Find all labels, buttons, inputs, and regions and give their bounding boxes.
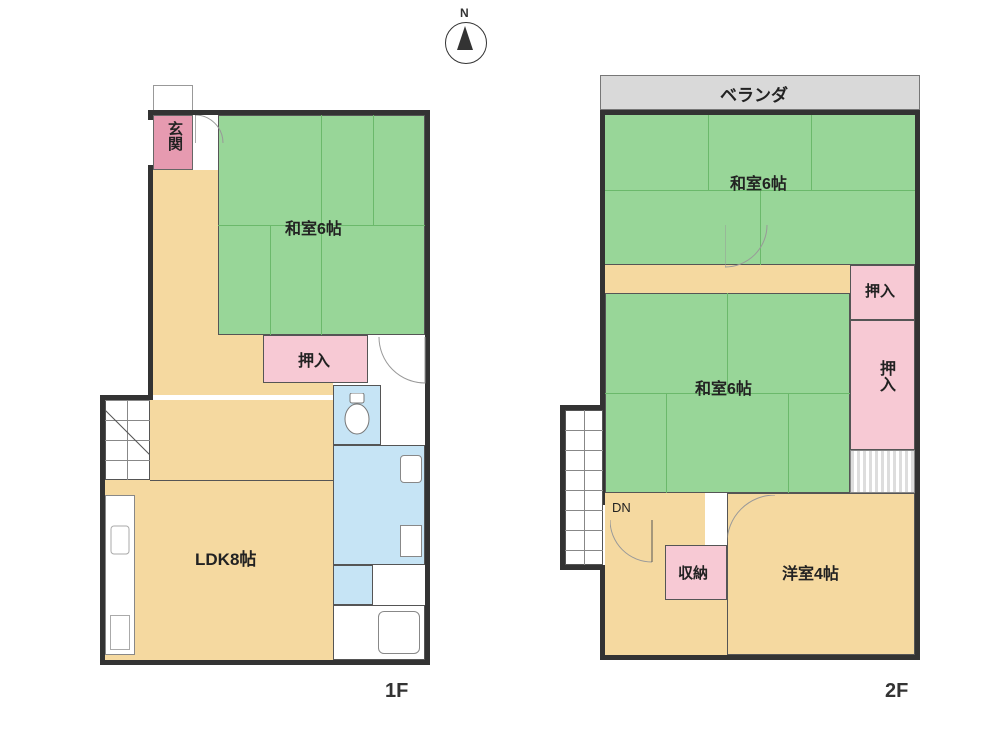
door-arc	[195, 115, 225, 145]
label-oshiire-2f-2: 押入	[873, 360, 897, 392]
label-ldk: LDK8帖	[195, 545, 256, 570]
entrance-porch	[153, 85, 193, 110]
vent-area	[850, 450, 915, 493]
sink-kitchen-icon	[110, 525, 130, 555]
label-storage: 収納	[678, 562, 708, 583]
washer-icon	[400, 525, 422, 557]
floor-1: 玄関 和室6帖 押入 UP LDK8帖	[100, 85, 430, 665]
label-oshiire-1f: 押入	[298, 347, 330, 371]
door-arc-3	[727, 495, 777, 545]
sink-icon	[400, 455, 422, 483]
hall-to-bath	[333, 565, 373, 605]
compass: N	[440, 10, 490, 60]
door-arc-4	[725, 225, 785, 270]
floorplan-stage: { "meta": { "compass_label": "N", "floor…	[0, 0, 1000, 750]
label-balcony: ベランダ	[720, 81, 788, 106]
door-arc-5	[610, 520, 655, 565]
label-oshiire-2f-1: 押入	[865, 280, 895, 301]
label-washitsu-1f: 和室6帖	[285, 215, 342, 239]
label-dn: DN	[612, 500, 631, 515]
label-washitsu-2f-top: 和室6帖	[730, 170, 787, 194]
ldk-upper	[150, 400, 333, 480]
stove-icon	[110, 615, 130, 650]
floor2-label: 2F	[885, 680, 908, 703]
label-washitsu-2f-mid: 和室6帖	[695, 375, 752, 399]
compass-n: N	[460, 6, 469, 20]
floor1-label: 1F	[385, 680, 408, 703]
label-youshitsu: 洋室4帖	[782, 560, 839, 584]
bathtub-icon	[378, 611, 420, 654]
floor-2: ベランダ 和室6帖 押入 和室6帖 押入 DN 収納 洋室4帖	[560, 75, 920, 665]
label-genkan: 玄関	[164, 121, 185, 151]
toilet-icon	[340, 393, 374, 437]
door-arc-2	[368, 337, 428, 385]
